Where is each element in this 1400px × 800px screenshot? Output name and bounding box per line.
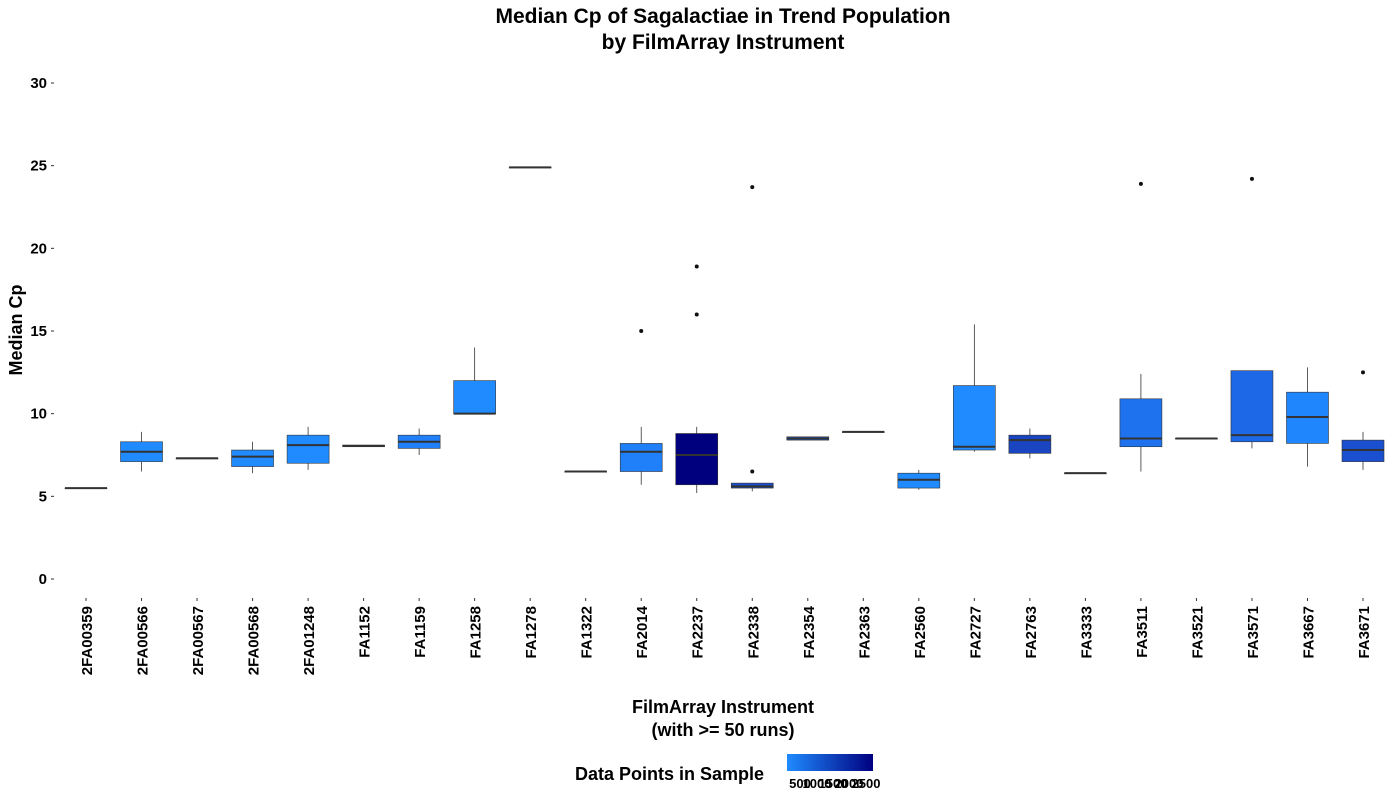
y-tick-label: 10	[30, 406, 47, 423]
legend-label: 1000	[803, 776, 832, 791]
box-iqr	[286, 434, 330, 464]
x-tick-label: FA2354	[801, 605, 818, 658]
y-tick-label: 20	[30, 240, 47, 257]
box-fa3667	[1286, 367, 1329, 467]
box-fa1152	[342, 444, 385, 448]
box-fa1258	[453, 347, 496, 415]
box-fa2727	[953, 324, 996, 452]
x-tick-label: FA1322	[579, 606, 596, 659]
box-iqr	[953, 385, 996, 451]
x-tick-label: FA2363	[856, 606, 873, 659]
x-tick-label: FA2237	[690, 606, 707, 659]
x-tick-label: FA3521	[1189, 606, 1206, 659]
outlier-point	[1249, 176, 1254, 181]
outlier-point	[750, 469, 755, 474]
box-fa3571	[1230, 176, 1274, 449]
box-fa2354	[786, 436, 830, 441]
box-iqr	[1230, 370, 1274, 443]
box-fa3521	[1175, 437, 1218, 440]
y-axis-title: Median Cp	[6, 284, 26, 375]
x-axis: 2FA00359 2FA00566 2FA00567 2FA00568 2FA01248…	[79, 598, 1373, 675]
x-tick-label: FA1278	[523, 606, 540, 659]
y-tick-label: 5	[39, 488, 47, 505]
box-2fa00566	[120, 431, 163, 472]
x-tick-label: FA3667	[1300, 606, 1317, 659]
y-tick-label: 30	[30, 75, 47, 92]
box-fa2560	[897, 469, 941, 490]
box-fa2338	[730, 185, 774, 492]
chart-title-line-2: by FilmArray Instrument	[602, 31, 845, 54]
x-axis-title-line-2: (with >= 50 runs)	[651, 720, 794, 740]
box-fa2237	[675, 264, 719, 494]
box-2fa01248	[286, 426, 330, 470]
x-tick-label: 2FA00567	[190, 606, 207, 675]
x-tick-label: FA2014	[634, 605, 651, 658]
x-tick-label: FA3671	[1356, 606, 1373, 659]
x-tick-label: FA2763	[1023, 606, 1040, 659]
box-iqr	[675, 433, 719, 486]
box-fa3333	[1064, 472, 1107, 475]
outlier-point	[1361, 370, 1365, 375]
x-tick-label: FA3333	[1078, 606, 1095, 659]
x-tick-label: 2FA00359	[79, 606, 96, 675]
box-iqr	[231, 449, 274, 467]
y-axis: 0 5 10 15 20 25 30	[30, 75, 54, 588]
box-iqr	[619, 443, 663, 472]
legend-title: Data Points in Sample	[575, 764, 764, 784]
x-tick-label: 2FA00568	[246, 606, 263, 675]
chart-title-line-1: Median Cp of Sagalactiae in Trend Popula…	[495, 5, 950, 28]
box-series	[64, 166, 1385, 494]
outlier-point	[750, 185, 755, 190]
x-tick-label: FA3511	[1134, 606, 1151, 658]
outlier-point	[1138, 181, 1143, 186]
y-tick-label: 15	[30, 323, 47, 340]
legend-label: 2500	[852, 776, 881, 791]
x-tick-label: FA2338	[745, 606, 762, 659]
box-2fa00567	[175, 457, 219, 460]
outlier-point	[694, 312, 699, 317]
legend-colorbar	[787, 754, 873, 771]
box-fa1159	[397, 428, 441, 455]
legend: Data Points in Sample 500100015002000250…	[575, 754, 880, 791]
box-fa3511	[1119, 181, 1163, 472]
y-tick-label: 0	[39, 571, 47, 588]
y-tick-label: 25	[30, 158, 47, 175]
x-tick-label: FA1152	[357, 606, 374, 658]
x-tick-label: 2FA01248	[301, 606, 318, 675]
x-axis-title-line-1: FilmArray Instrument	[632, 697, 814, 717]
x-tick-label: 2FA00566	[135, 606, 152, 675]
x-tick-label: FA1159	[412, 606, 429, 658]
x-tick-label: FA2727	[967, 606, 984, 659]
box-fa1278	[508, 166, 552, 169]
x-tick-label: FA2560	[912, 606, 929, 659]
box-fa3671	[1341, 370, 1385, 470]
box-2fa00359	[64, 487, 108, 490]
box-iqr	[453, 380, 496, 414]
legend-label: 1500	[819, 776, 848, 791]
x-tick-label: FA3571	[1245, 606, 1262, 659]
box-iqr	[1119, 398, 1163, 448]
box-fa1322	[564, 470, 607, 473]
outlier-point	[694, 264, 699, 269]
box-fa2363	[842, 430, 885, 433]
box-fa2014	[619, 329, 663, 485]
box-fa2763	[1008, 428, 1052, 459]
box-2fa00568	[231, 441, 274, 474]
legend-label: 500	[789, 776, 811, 791]
box-iqr	[1008, 434, 1052, 454]
legend-label: 2000	[835, 776, 864, 791]
x-tick-label: FA1258	[468, 606, 485, 659]
outlier-point	[639, 329, 644, 333]
